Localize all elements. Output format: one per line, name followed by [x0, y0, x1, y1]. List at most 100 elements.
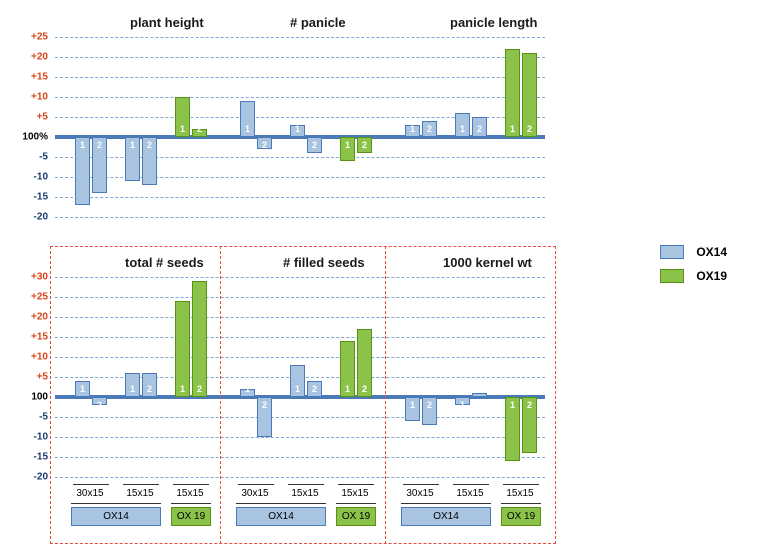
bar: 2 — [92, 137, 107, 193]
x-category-line — [238, 484, 274, 485]
gridline — [55, 297, 545, 298]
bar: 1 — [75, 137, 90, 205]
x-category-line — [288, 484, 324, 485]
y-tick: +15 — [31, 72, 48, 83]
x-category-line — [123, 484, 159, 485]
bar: 2 — [142, 373, 157, 397]
y-tick: -20 — [34, 212, 48, 223]
plot-area: 121212121212121212 — [55, 37, 545, 217]
gridline — [55, 317, 545, 318]
y-tick: -10 — [34, 172, 48, 183]
y-tick: +10 — [31, 92, 48, 103]
bar: 1 — [125, 373, 140, 397]
gridline — [55, 57, 545, 58]
bar: 1 — [505, 397, 520, 461]
y-axis: +30+25+20+15+10+5100-5-10-15-20 — [5, 277, 50, 477]
bar-label: 2 — [197, 384, 202, 394]
gridline — [55, 417, 545, 418]
x-genotype-line — [401, 503, 491, 504]
x-genotype-line — [501, 503, 541, 504]
y-tick: +15 — [31, 332, 48, 343]
y-tick: -10 — [34, 432, 48, 443]
x-genotype-box: OX 19 — [171, 507, 211, 526]
panel-title: 1000 kernel wt — [443, 255, 532, 270]
bar-label: 2 — [262, 140, 267, 150]
bar-label: 2 — [427, 400, 432, 410]
bar-label: 2 — [527, 124, 532, 134]
bar-label: 2 — [477, 124, 482, 134]
bar: 1 — [290, 125, 305, 137]
y-tick: 100% — [22, 132, 48, 143]
legend-item-ox19: OX19 — [660, 269, 727, 283]
panel-title: panicle length — [450, 15, 537, 30]
bar-label: 2 — [312, 384, 317, 394]
x-genotype-line — [336, 503, 376, 504]
bar-label: 2 — [527, 400, 532, 410]
x-category-line — [73, 484, 109, 485]
x-category-label: 15x15 — [170, 488, 210, 499]
bar: 2 — [192, 129, 207, 137]
y-tick: -5 — [39, 412, 48, 423]
bar: 1 — [405, 397, 420, 421]
bar-label: 1 — [460, 124, 465, 134]
x-category-line — [173, 484, 209, 485]
bar-label: 2 — [147, 384, 152, 394]
bar-label: 1 — [345, 384, 350, 394]
bar-label: 2 — [197, 124, 202, 134]
x-genotype-box: OX 19 — [336, 507, 376, 526]
x-category-line — [338, 484, 374, 485]
bar: 2 — [472, 117, 487, 137]
gridline — [55, 477, 545, 478]
bar: 1 — [240, 101, 255, 137]
y-tick: +25 — [31, 32, 48, 43]
gridline — [55, 77, 545, 78]
bar-label: 1 — [510, 400, 515, 410]
bar: 2 — [422, 397, 437, 425]
x-genotype-box: OX14 — [71, 507, 161, 526]
plot-area: 121212121212121212 — [55, 277, 545, 477]
x-genotype-line — [71, 503, 161, 504]
bar-label: 2 — [312, 140, 317, 150]
x-category-label: 15x15 — [285, 488, 325, 499]
x-genotype-box: OX14 — [401, 507, 491, 526]
legend-label-ox14: OX14 — [696, 245, 727, 259]
gridline — [55, 37, 545, 38]
bar: 1 — [340, 341, 355, 397]
bar-label: 2 — [477, 384, 482, 394]
y-tick: +5 — [37, 372, 48, 383]
gridline — [55, 357, 545, 358]
bar-label: 2 — [97, 140, 102, 150]
legend: OX14 OX19 — [660, 245, 727, 293]
panel-title: # filled seeds — [283, 255, 365, 270]
panel-title: # panicle — [290, 15, 346, 30]
x-category-label: 15x15 — [450, 488, 490, 499]
bar: 1 — [405, 125, 420, 137]
bar: 1 — [340, 137, 355, 161]
x-genotype-line — [236, 503, 326, 504]
bar-label: 1 — [295, 124, 300, 134]
bar: 2 — [472, 393, 487, 397]
y-tick: -20 — [34, 472, 48, 483]
x-category-label: 15x15 — [335, 488, 375, 499]
bar-label: 1 — [295, 384, 300, 394]
bar-label: 2 — [262, 400, 267, 410]
x-category-line — [403, 484, 439, 485]
legend-item-ox14: OX14 — [660, 245, 727, 259]
bar: 1 — [455, 397, 470, 405]
bar-label: 2 — [362, 140, 367, 150]
x-category-label: 30x15 — [400, 488, 440, 499]
x-genotype-box: OX14 — [236, 507, 326, 526]
bar-label: 1 — [410, 124, 415, 134]
y-tick: 100 — [31, 392, 48, 403]
bar: 2 — [522, 397, 537, 453]
bar-label: 1 — [345, 140, 350, 150]
y-tick: -15 — [34, 452, 48, 463]
gridline — [55, 197, 545, 198]
y-tick: +5 — [37, 112, 48, 123]
x-category-label: 30x15 — [70, 488, 110, 499]
bar-label: 2 — [362, 384, 367, 394]
y-tick: -5 — [39, 152, 48, 163]
bar: 2 — [92, 397, 107, 405]
bar-label: 1 — [130, 140, 135, 150]
bar-label: 1 — [80, 384, 85, 394]
